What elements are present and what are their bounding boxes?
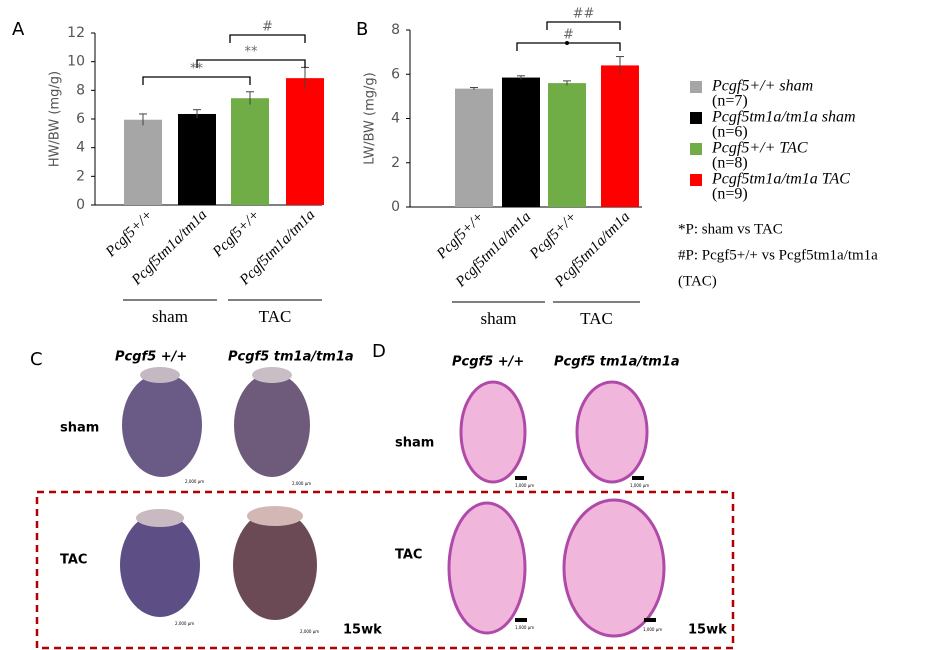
heart-images xyxy=(120,367,317,620)
sig-label: # xyxy=(262,20,273,35)
legend-n: (n=8) xyxy=(712,155,748,172)
y-tick-label: 12 xyxy=(67,25,85,41)
scale-label: 1,000 μm xyxy=(643,627,662,632)
sig-label: ** xyxy=(245,45,259,60)
y-tick-label: 8 xyxy=(76,82,85,98)
legend-n: (n=9) xyxy=(712,186,748,203)
scale-label: 2,000 μm xyxy=(185,479,204,484)
column-headers: Pcgf5 +/+ Pcgf5 tm1a/tm1a Pcgf5 +/+ Pcgf… xyxy=(115,350,680,370)
scale-bars: 2,000 μm 2,000 μm 2,000 μm 2,000 μm 1,00… xyxy=(175,476,662,634)
legend-swatch xyxy=(690,81,702,93)
col-header: Pcgf5 +/+ xyxy=(115,350,187,365)
y-tick-label: 4 xyxy=(76,140,85,156)
panel-label: B xyxy=(356,19,368,40)
y-tick-label: 4 xyxy=(391,111,400,127)
y-axis-label: LW/BW (mg/g) xyxy=(363,72,378,164)
legend-label: Pcgf5tm1a/tm1a sham xyxy=(711,109,856,126)
sig-label: # xyxy=(563,28,574,43)
sig-bracket xyxy=(546,21,621,30)
sig-bracket xyxy=(229,34,306,43)
sig-bracket xyxy=(516,42,621,51)
tac-box xyxy=(35,490,735,650)
y-tick-label: 2 xyxy=(76,168,85,184)
bar xyxy=(548,83,586,207)
y-tick-label: 0 xyxy=(76,197,85,213)
age-label: 15wk xyxy=(688,623,727,638)
legend-label: Pcgf5+/+ sham xyxy=(711,78,813,95)
col-header: Pcgf5 tm1a/tm1a xyxy=(228,350,354,365)
scale-label: 2,000 μm xyxy=(292,481,311,486)
histology-images xyxy=(447,380,666,638)
row-label: sham xyxy=(60,421,99,436)
x-tick-label: Pcgf5+/+ xyxy=(526,209,580,263)
y-tick-label: 2 xyxy=(391,155,400,171)
col-header: Pcgf5 tm1a/tm1a xyxy=(554,355,680,370)
note: #P: Pcgf5+/+ vs Pcgf5tm1a/tm1a xyxy=(678,247,878,263)
note: *P: sham vs TAC xyxy=(678,221,783,237)
sig-bracket xyxy=(142,76,251,85)
x-tick-label: Pcgf5+/+ xyxy=(209,207,263,261)
row-label: TAC xyxy=(60,553,87,568)
note: (TAC) xyxy=(678,273,717,289)
bar xyxy=(124,119,162,205)
legend-swatch xyxy=(690,112,702,124)
legend-swatch xyxy=(690,174,702,186)
row-labels: sham TAC sham TAC 15wk 15wk xyxy=(60,421,727,638)
group-label: TAC xyxy=(580,309,613,328)
scale-label: 2,000 μm xyxy=(175,621,194,626)
sig-label: ## xyxy=(573,7,595,22)
y-tick-label: 6 xyxy=(76,111,85,127)
legend-n: (n=6) xyxy=(712,124,748,141)
group-label: sham xyxy=(152,307,188,326)
scale-label: 1,000 μm xyxy=(515,483,534,488)
bar xyxy=(455,88,493,207)
legend-n: (n=7) xyxy=(712,93,748,110)
panel-label: A xyxy=(12,19,25,40)
y-tick-label: 6 xyxy=(391,66,400,82)
bar xyxy=(178,113,216,205)
panel-label: D xyxy=(372,341,386,362)
bar xyxy=(502,77,540,207)
y-tick-label: 0 xyxy=(391,199,400,215)
legend-label: Pcgf5+/+ TAC xyxy=(711,140,808,157)
bar xyxy=(601,65,639,208)
sig-bracket xyxy=(196,59,306,68)
row-label: TAC xyxy=(395,548,422,563)
y-tick-label: 8 xyxy=(391,22,400,38)
sig-label: ** xyxy=(190,62,204,77)
row-label: sham xyxy=(395,436,434,451)
group-label: TAC xyxy=(259,307,292,326)
scale-label: 1,000 μm xyxy=(515,625,534,630)
group-label: sham xyxy=(481,309,517,328)
y-axis-label: HW/BW (mg/g) xyxy=(48,71,63,167)
bar xyxy=(231,98,269,205)
panel-label: C xyxy=(30,349,43,370)
legend-swatch xyxy=(690,143,702,155)
age-label: 15wk xyxy=(343,623,382,638)
legend-label: Pcgf5tm1a/tm1a TAC xyxy=(711,171,850,188)
scale-label: 1,000 μm xyxy=(630,483,649,488)
x-tick-label: Pcgf5+/+ xyxy=(102,207,156,261)
bar xyxy=(286,78,324,205)
y-tick-label: 10 xyxy=(67,54,85,70)
scale-label: 2,000 μm xyxy=(300,629,319,634)
col-header: Pcgf5 +/+ xyxy=(452,355,524,370)
